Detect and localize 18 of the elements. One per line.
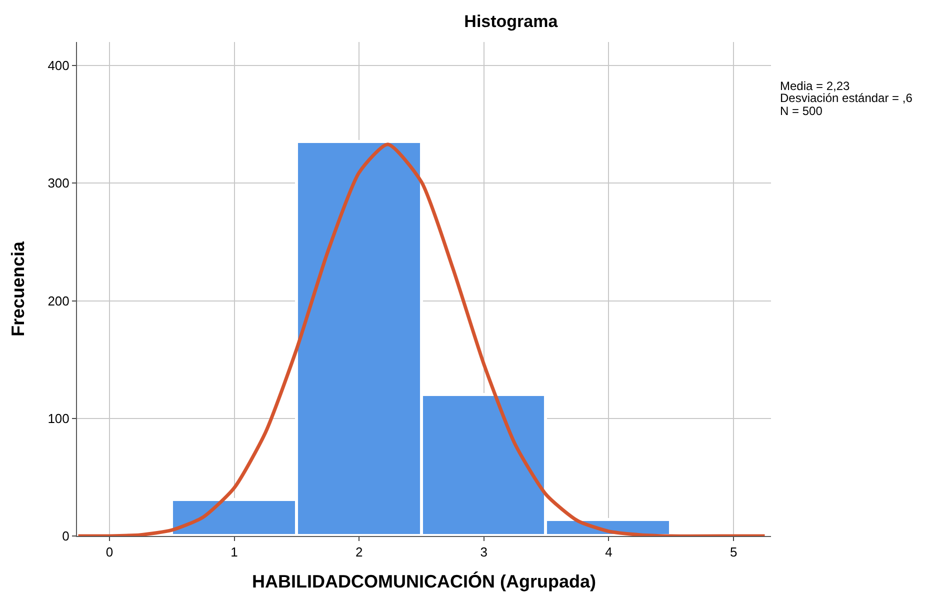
text: Media = 2,23 (780, 79, 850, 93)
chart-title: Histograma (464, 12, 558, 31)
line-series (77, 142, 767, 536)
x-axis-title: HABILIDADCOMUNICACIÓN (Agrupada) (252, 572, 596, 592)
x-tick-label: 5 (730, 544, 738, 560)
x-tick-label: 0 (106, 544, 114, 560)
y-tick-label: 400 (48, 58, 70, 74)
text: Desviación estándar = ,6 (780, 91, 913, 105)
x-tick-label: 1 (230, 544, 238, 560)
y-tick-label: 100 (48, 410, 70, 426)
y-tick-label: 200 (48, 293, 70, 308)
x-tick-label: 2 (355, 544, 363, 560)
y-axis-title: Frecuencia (8, 240, 28, 337)
x-tick-label: 3 (480, 544, 488, 560)
x-tick-label: 4 (605, 544, 612, 560)
text: N = 500 (780, 104, 823, 118)
y-tick-label: 0 (62, 528, 70, 544)
y-tick-label: 300 (48, 176, 70, 191)
